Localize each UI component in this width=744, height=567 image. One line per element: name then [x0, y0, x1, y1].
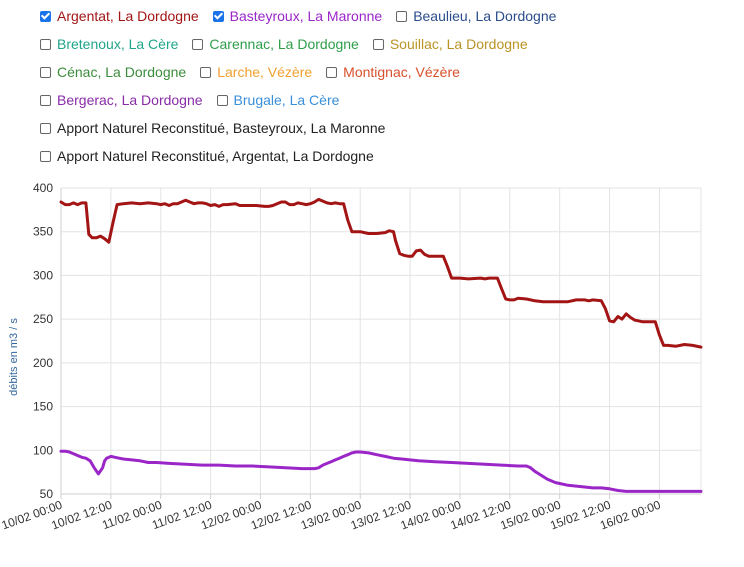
y-tick-label: 200	[33, 356, 53, 370]
series-line	[59, 197, 703, 349]
legend-label: Brugale, La Cère	[233, 92, 340, 108]
legend-item[interactable]: Apport Naturel Reconstitué, Basteyroux, …	[40, 120, 385, 136]
series-checkbox[interactable]	[212, 10, 224, 22]
legend-row: Cénac, La Dordogne Larche, Vézère Montigna…	[40, 62, 474, 82]
series-checkbox[interactable]	[192, 38, 204, 50]
legend-item[interactable]: Apport Naturel Reconstitué, Argentat, La…	[40, 148, 374, 164]
legend-label: Basteyroux, La Maronne	[229, 8, 383, 24]
series-checkbox[interactable]	[396, 10, 408, 22]
y-tick-label: 150	[33, 400, 53, 414]
legend-item[interactable]: Souillac, La Dordogne	[372, 36, 528, 52]
legend-label: Carennac, La Dordogne	[209, 36, 359, 52]
legend-label: Apport Naturel Reconstitué, Argentat, La…	[57, 148, 374, 164]
legend-label: Bretenoux, La Cère	[57, 36, 179, 52]
y-tick-label: 50	[40, 487, 54, 501]
legend-item[interactable]: Montignac, Vézère	[326, 64, 460, 80]
legend-label: Apport Naturel Reconstitué, Basteyroux, …	[57, 120, 386, 136]
series-checkbox[interactable]	[40, 38, 51, 50]
legend-label: Cénac, La Dordogne	[57, 64, 187, 80]
legend-item[interactable]: Bergerac, La Dordogne	[40, 92, 203, 108]
series-checkbox[interactable]	[372, 38, 384, 50]
legend-label: Bergerac, La Dordogne	[57, 92, 203, 108]
series-checkbox[interactable]	[40, 10, 51, 22]
series-checkbox[interactable]	[40, 66, 51, 78]
series-checkbox[interactable]	[200, 66, 212, 78]
y-tick-label: 300	[33, 268, 53, 282]
legend-row: Argentat, La Dordogne Basteyroux, La Maro…	[40, 6, 570, 26]
series-checkbox[interactable]	[216, 94, 228, 106]
legend-row: Apport Naturel Reconstitué, Argentat, La…	[40, 146, 388, 166]
legend-label: Souillac, La Dordogne	[389, 36, 528, 52]
legend-item[interactable]: Bretenoux, La Cère	[40, 36, 178, 52]
y-tick-label: 250	[33, 312, 53, 326]
legend-row: Bergerac, La Dordogne Brugale, La Cère	[40, 90, 353, 110]
series-checkbox[interactable]	[326, 66, 338, 78]
legend-item[interactable]: Carennac, La Dordogne	[192, 36, 359, 52]
y-axis-label: débits en m3 / s	[8, 318, 20, 396]
legend-row: Apport Naturel Reconstitué, Basteyroux, …	[40, 118, 399, 138]
series-checkbox[interactable]	[40, 94, 51, 106]
legend-item[interactable]: Brugale, La Cère	[216, 92, 340, 108]
series-line	[59, 449, 703, 493]
series-checkbox[interactable]	[40, 122, 51, 134]
legend-label: Beaulieu, La Dordogne	[413, 8, 557, 24]
legend-label: Argentat, La Dordogne	[57, 8, 199, 24]
legend-item[interactable]: Larche, Vézère	[200, 64, 312, 80]
legend-label: Montignac, Vézère	[343, 64, 460, 80]
y-tick-label: 350	[33, 225, 53, 239]
legend-row: Bretenoux, La Cère Carennac, La Dordogne S…	[40, 34, 542, 54]
legend-item[interactable]: Argentat, La Dordogne	[40, 8, 199, 24]
legend-item[interactable]: Beaulieu, La Dordogne	[396, 8, 556, 24]
series-checkbox[interactable]	[40, 150, 51, 162]
y-tick-label: 100	[33, 443, 53, 457]
y-tick-label: 400	[33, 181, 53, 195]
legend-label: Larche, Vézère	[217, 64, 313, 80]
legend-item[interactable]: Basteyroux, La Maronne	[212, 8, 383, 24]
legend-item[interactable]: Cénac, La Dordogne	[40, 64, 186, 80]
